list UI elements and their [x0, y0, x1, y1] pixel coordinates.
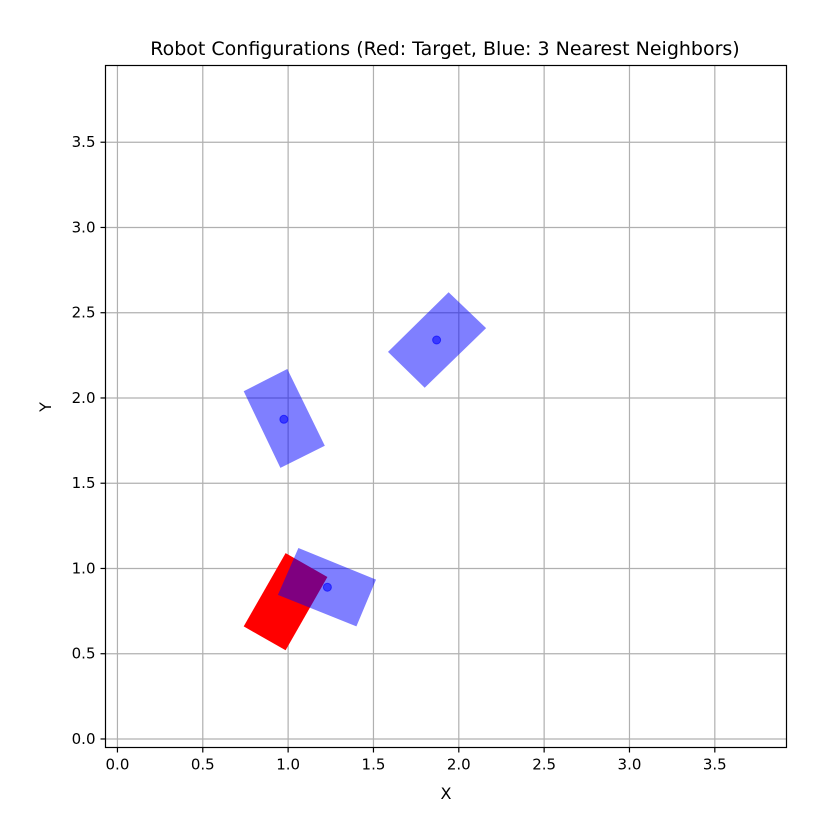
x-tick-label: 0.0 — [106, 756, 130, 774]
x-tick-label: 1.0 — [276, 756, 300, 774]
robot-shapes — [243, 292, 487, 651]
grid — [105, 65, 787, 748]
y-axis-label: Y — [36, 402, 55, 413]
x-tick-label: 0.5 — [191, 756, 215, 774]
neighbor-center-point-2 — [279, 414, 289, 424]
x-tick-label: 3.0 — [618, 756, 642, 774]
y-tick-label: 1.5 — [72, 474, 96, 492]
plot-area-frame — [104, 64, 788, 749]
chart-title: Robot Configurations (Red: Target, Blue:… — [150, 38, 739, 60]
x-tick-label: 2.5 — [532, 756, 556, 774]
y-tick-label: 2.0 — [72, 389, 96, 407]
y-tick-label: 0.0 — [72, 730, 96, 748]
neighbor-center-point-1 — [322, 582, 332, 592]
x-tick-label: 3.5 — [703, 756, 727, 774]
y-tick-label: 2.5 — [72, 304, 96, 322]
x-tick-label: 2.0 — [447, 756, 471, 774]
x-axis-label: X — [441, 784, 452, 803]
x-tick-label: 1.5 — [362, 756, 386, 774]
y-tick-label: 3.5 — [72, 133, 96, 151]
axis-ticks: 0.0 0.5 1.0 1.5 2.0 2.5 3.0 3.5 0.0 0.5 1.0 1.5 2.0 2… — [72, 133, 727, 773]
y-tick-label: 0.5 — [72, 645, 96, 663]
y-tick-label: 1.0 — [72, 559, 96, 577]
neighbor-center-point-3 — [432, 335, 442, 345]
y-tick-label: 3.0 — [72, 218, 96, 236]
